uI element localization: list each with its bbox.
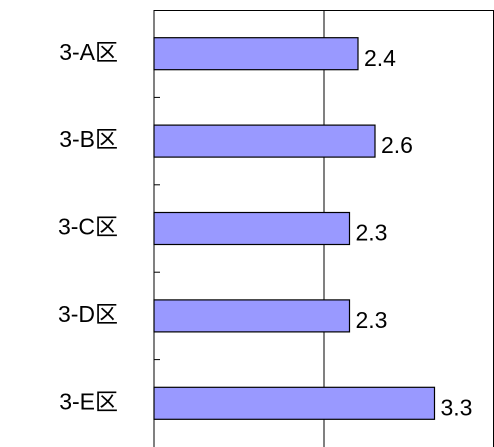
data-label: 2.4 <box>364 45 396 71</box>
data-label: 3.3 <box>441 394 473 420</box>
y-tick-label: 3-E区 <box>59 388 118 414</box>
bar <box>153 37 359 71</box>
y-tick-label: 3-A区 <box>59 39 118 65</box>
data-label: 2.3 <box>356 220 388 246</box>
y-tick-label: 3-C区 <box>58 214 118 240</box>
bar <box>153 299 351 333</box>
y-tick-label: 3-B区 <box>59 126 118 152</box>
bar <box>153 386 436 420</box>
bar <box>153 124 376 158</box>
y-tick-label: 3-D区 <box>58 301 118 327</box>
bar <box>153 211 351 246</box>
data-label: 2.3 <box>356 307 388 333</box>
data-label: 2.6 <box>381 132 413 158</box>
